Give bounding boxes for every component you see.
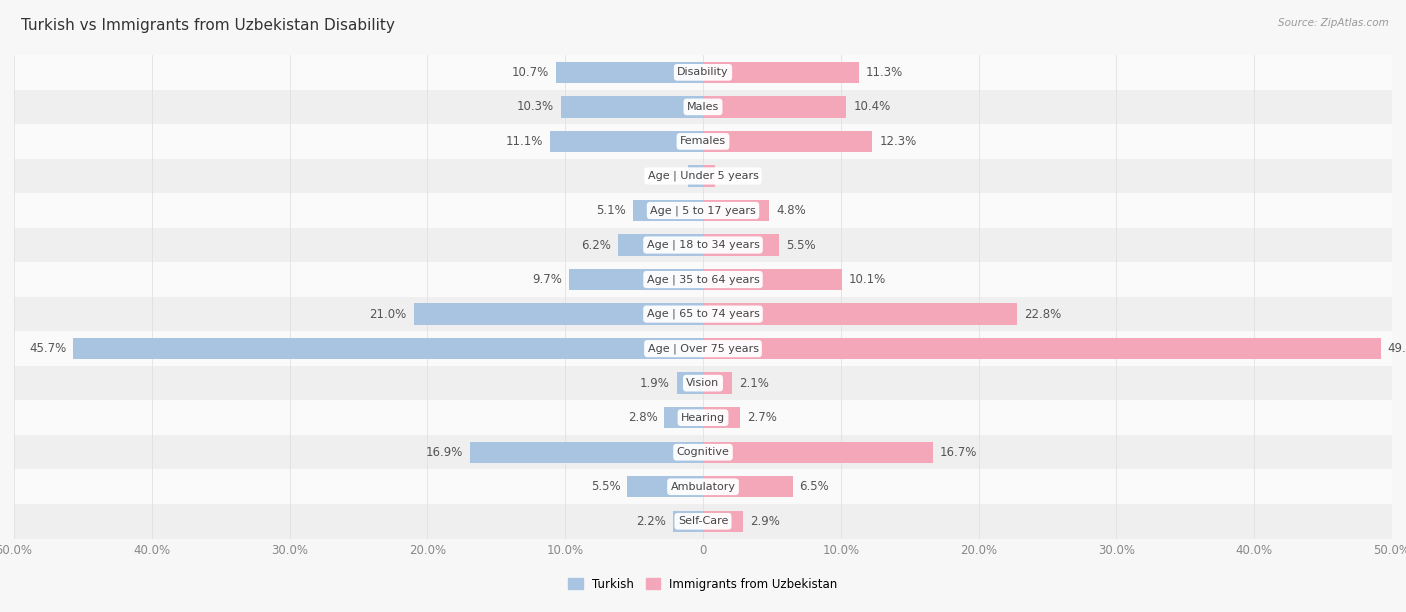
Text: 16.7%: 16.7% <box>941 446 977 459</box>
Text: Males: Males <box>688 102 718 112</box>
Text: Source: ZipAtlas.com: Source: ZipAtlas.com <box>1278 18 1389 28</box>
Text: Hearing: Hearing <box>681 412 725 423</box>
Bar <box>569 269 703 290</box>
Bar <box>665 407 703 428</box>
Bar <box>14 297 1392 331</box>
Text: 4.8%: 4.8% <box>776 204 806 217</box>
Text: Age | Under 5 years: Age | Under 5 years <box>648 171 758 181</box>
Text: 6.5%: 6.5% <box>800 480 830 493</box>
Bar <box>14 55 1392 89</box>
Bar <box>561 96 703 118</box>
Bar <box>676 373 703 394</box>
Bar <box>703 441 934 463</box>
Text: Age | 65 to 74 years: Age | 65 to 74 years <box>647 309 759 319</box>
Bar <box>470 441 703 463</box>
Bar <box>703 165 714 187</box>
Bar <box>14 159 1392 193</box>
Text: Age | 18 to 34 years: Age | 18 to 34 years <box>647 240 759 250</box>
Bar <box>703 200 769 221</box>
Bar <box>14 263 1392 297</box>
Text: 49.2%: 49.2% <box>1388 342 1406 355</box>
Bar <box>703 373 733 394</box>
Bar <box>633 200 703 221</box>
Bar <box>703 476 793 498</box>
Legend: Turkish, Immigrants from Uzbekistan: Turkish, Immigrants from Uzbekistan <box>564 573 842 595</box>
Bar <box>703 304 1017 325</box>
Text: 5.5%: 5.5% <box>786 239 815 252</box>
Text: Vision: Vision <box>686 378 720 388</box>
Bar <box>703 96 846 118</box>
Text: 5.5%: 5.5% <box>591 480 620 493</box>
Text: 22.8%: 22.8% <box>1024 308 1062 321</box>
Text: Disability: Disability <box>678 67 728 77</box>
Text: 5.1%: 5.1% <box>596 204 626 217</box>
Text: 2.7%: 2.7% <box>747 411 778 424</box>
Bar <box>703 407 740 428</box>
Text: 2.1%: 2.1% <box>738 376 769 390</box>
Text: 2.8%: 2.8% <box>628 411 658 424</box>
Text: 1.9%: 1.9% <box>640 376 669 390</box>
Bar <box>413 304 703 325</box>
Bar <box>703 269 842 290</box>
Bar <box>703 131 873 152</box>
Bar <box>14 366 1392 400</box>
Bar <box>14 400 1392 435</box>
Text: 9.7%: 9.7% <box>533 273 562 286</box>
Bar <box>14 469 1392 504</box>
Bar <box>703 338 1381 359</box>
Bar <box>703 234 779 256</box>
Text: 11.1%: 11.1% <box>506 135 543 148</box>
Bar <box>14 193 1392 228</box>
Text: Age | 5 to 17 years: Age | 5 to 17 years <box>650 205 756 216</box>
Text: Age | Over 75 years: Age | Over 75 years <box>648 343 758 354</box>
Bar <box>14 228 1392 263</box>
Text: 10.1%: 10.1% <box>849 273 886 286</box>
Bar <box>14 124 1392 159</box>
Text: 45.7%: 45.7% <box>30 342 66 355</box>
Text: 11.3%: 11.3% <box>866 66 903 79</box>
Text: Turkish vs Immigrants from Uzbekistan Disability: Turkish vs Immigrants from Uzbekistan Di… <box>21 18 395 34</box>
Text: 2.9%: 2.9% <box>749 515 780 528</box>
Bar <box>14 89 1392 124</box>
Bar <box>703 62 859 83</box>
Bar <box>14 331 1392 366</box>
Bar <box>73 338 703 359</box>
Bar <box>672 510 703 532</box>
Text: Ambulatory: Ambulatory <box>671 482 735 492</box>
Text: 10.3%: 10.3% <box>517 100 554 113</box>
Text: Age | 35 to 64 years: Age | 35 to 64 years <box>647 274 759 285</box>
Bar <box>617 234 703 256</box>
Text: 10.4%: 10.4% <box>853 100 890 113</box>
Text: 2.2%: 2.2% <box>636 515 666 528</box>
Bar <box>703 510 742 532</box>
Text: Cognitive: Cognitive <box>676 447 730 457</box>
Bar <box>14 504 1392 539</box>
Text: 21.0%: 21.0% <box>370 308 406 321</box>
Text: Self-Care: Self-Care <box>678 517 728 526</box>
Text: Females: Females <box>681 136 725 146</box>
Bar <box>14 435 1392 469</box>
Bar <box>627 476 703 498</box>
Bar <box>688 165 703 187</box>
Bar <box>550 131 703 152</box>
Text: 12.3%: 12.3% <box>879 135 917 148</box>
Text: 16.9%: 16.9% <box>426 446 463 459</box>
Text: 0.85%: 0.85% <box>721 170 759 182</box>
Bar <box>555 62 703 83</box>
Text: 6.2%: 6.2% <box>581 239 610 252</box>
Text: 1.1%: 1.1% <box>651 170 681 182</box>
Text: 10.7%: 10.7% <box>512 66 548 79</box>
